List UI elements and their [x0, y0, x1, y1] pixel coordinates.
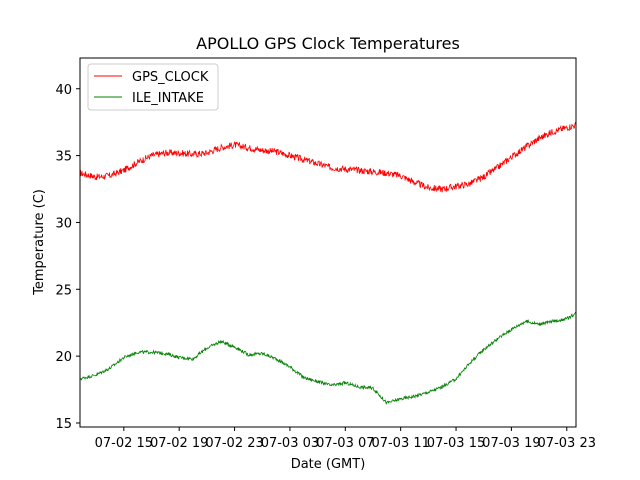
- legend: GPS_CLOCK ILE_INTAKE: [87, 63, 219, 111]
- x-tick-label: 07-03 23: [538, 436, 596, 451]
- x-tick-label: 07-03 15: [427, 436, 485, 451]
- y-tick-label: 20: [55, 350, 72, 365]
- x-tick-label: 07-03 07: [316, 436, 374, 451]
- y-tick-label: 30: [55, 216, 72, 231]
- legend-label-gps-clock: GPS_CLOCK: [132, 70, 209, 85]
- legend-label-ile-intake: ILE_INTAKE: [132, 91, 204, 106]
- series-line-gps-clock: [79, 121, 577, 193]
- x-tick-label: 07-03 19: [482, 436, 540, 451]
- y-tick-label: 15: [55, 417, 72, 432]
- y-tick-label: 25: [55, 283, 72, 298]
- x-tick-label: 07-03 11: [371, 436, 429, 451]
- plot-frame: [79, 57, 577, 428]
- y-axis: 15 20 25 30 35 40: [55, 83, 80, 432]
- series-layer: [79, 121, 577, 405]
- x-tick-label: 07-02 23: [205, 436, 263, 451]
- series-line-ile-intake: [79, 311, 577, 405]
- x-tick-label: 07-03 03: [261, 436, 319, 451]
- y-tick-label: 40: [55, 83, 72, 98]
- chart-title: APOLLO GPS Clock Temperatures: [196, 34, 460, 53]
- y-tick-label: 35: [55, 150, 72, 165]
- x-axis-label: Date (GMT): [291, 457, 366, 472]
- y-axis-label: Temperature (C): [32, 189, 47, 296]
- x-tick-label: 07-02 15: [95, 436, 153, 451]
- x-tick-label: 07-02 19: [150, 436, 208, 451]
